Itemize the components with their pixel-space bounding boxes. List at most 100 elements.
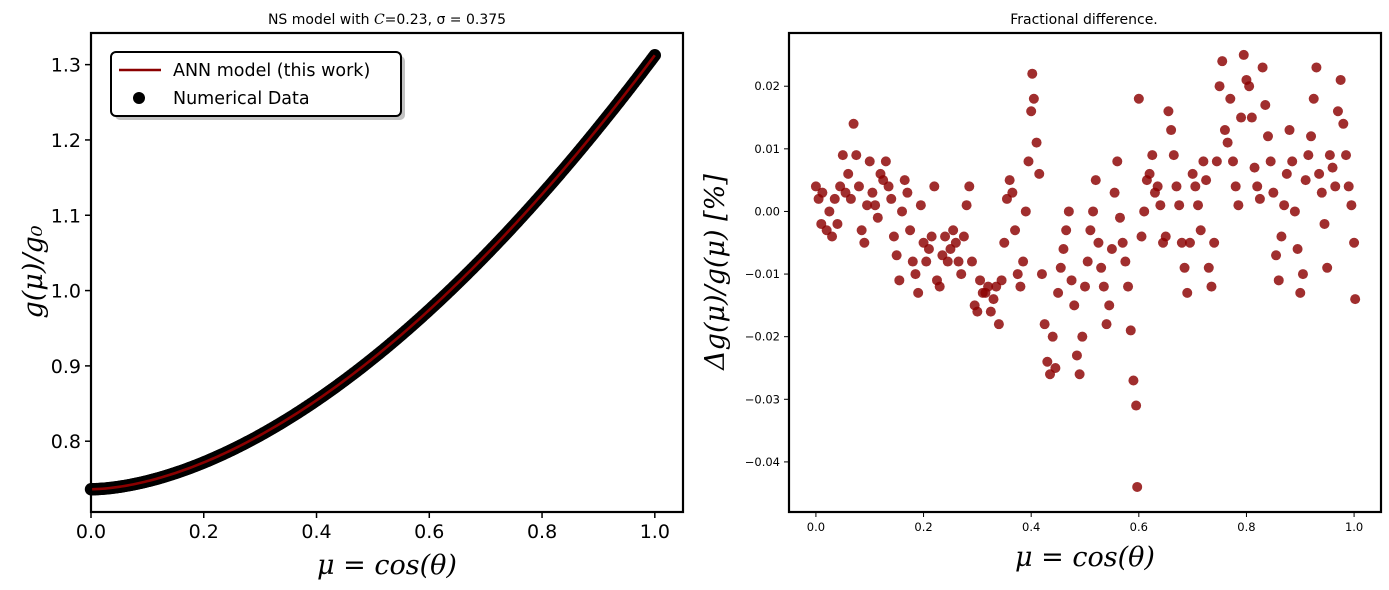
- fractional-difference-point: [1287, 156, 1298, 167]
- fractional-difference-point: [843, 168, 854, 179]
- fractional-difference-point: [1114, 212, 1125, 223]
- legend: ANN model (this work) Numerical Data: [110, 51, 405, 120]
- fractional-difference-point: [983, 281, 994, 292]
- fractional-difference-point: [1015, 281, 1026, 292]
- fractional-difference-point: [1166, 125, 1177, 136]
- fractional-difference-point: [1209, 237, 1220, 248]
- fractional-difference-point: [1152, 181, 1163, 192]
- fractional-difference-point: [1144, 168, 1155, 179]
- fractional-difference-point: [899, 175, 910, 186]
- fractional-difference-point: [1010, 225, 1021, 236]
- fractional-difference-point: [1214, 81, 1225, 92]
- fractional-difference-point: [1228, 156, 1238, 167]
- fractional-difference-point: [1168, 150, 1179, 161]
- left-x-label: μ = cos(θ): [317, 550, 457, 581]
- fractional-difference-point: [1249, 162, 1260, 173]
- fractional-difference-point: [1308, 93, 1319, 104]
- fractional-difference-point: [1343, 181, 1354, 192]
- fractional-difference-point: [1120, 256, 1131, 267]
- fractional-difference-point: [1244, 81, 1255, 92]
- fractional-difference-point: [950, 237, 961, 248]
- right-x-tick-label: 0.0: [807, 520, 825, 534]
- fractional-difference-point: [1338, 118, 1349, 129]
- right-x-label: μ = cos(θ): [1015, 542, 1155, 573]
- fractional-difference-point: [1112, 156, 1123, 167]
- left-plot-area: [84, 49, 662, 496]
- fractional-difference-point: [1039, 319, 1050, 330]
- right-y-label: Δg(μ)/g(μ) [%]: [700, 174, 731, 371]
- fractional-difference-point: [1128, 375, 1139, 386]
- right-y-tick-label: −0.03: [745, 392, 780, 406]
- right-y-tick-label: 0.00: [754, 204, 780, 218]
- left-y-tick-label: 1.0: [51, 281, 81, 303]
- fractional-difference-point: [1187, 168, 1198, 179]
- fractional-difference-point: [1074, 369, 1085, 380]
- fractional-difference-point: [988, 294, 999, 305]
- fractional-difference-point: [1063, 206, 1074, 217]
- fractional-difference-point: [1281, 168, 1292, 179]
- fractional-difference-point: [872, 212, 883, 223]
- right-title: Fractional difference.: [1010, 12, 1158, 28]
- left-x-tick-label: 0.8: [527, 521, 557, 543]
- fractional-difference-point: [862, 200, 873, 211]
- fractional-difference-point: [880, 156, 891, 167]
- fractional-difference-point: [829, 193, 840, 204]
- legend-label-ann-model: ANN model (this work): [173, 61, 370, 81]
- fractional-difference-point: [1020, 206, 1031, 217]
- fractional-difference-point: [1314, 168, 1325, 179]
- fractional-difference-point: [1236, 112, 1247, 123]
- fractional-difference-point: [1225, 93, 1236, 104]
- fractional-difference-point: [1139, 206, 1150, 217]
- fractional-difference-point: [993, 319, 1004, 330]
- fractional-difference-point: [1026, 106, 1037, 117]
- fractional-difference-point: [1034, 168, 1045, 179]
- fractional-difference-point: [948, 225, 959, 236]
- fractional-difference-point: [1222, 137, 1233, 148]
- fractional-difference-point: [894, 275, 905, 286]
- fractional-difference-point: [1082, 256, 1093, 267]
- left-x-tick-label: 0.2: [189, 521, 219, 543]
- fractional-difference-point: [886, 193, 897, 204]
- fractional-difference-point: [961, 200, 972, 211]
- fractional-difference-point: [1327, 162, 1338, 173]
- fractional-difference-point: [1028, 93, 1039, 104]
- fractional-difference-point: [1080, 281, 1090, 292]
- fractional-difference-point: [1268, 187, 1279, 198]
- fractional-difference-point: [1101, 319, 1112, 330]
- right-y-tick-label: 0.01: [754, 142, 780, 156]
- fractional-difference-point: [817, 187, 828, 198]
- legend-label-numerical-data: Numerical Data: [173, 89, 310, 109]
- fractional-difference-point: [926, 231, 937, 242]
- fractional-difference-point: [1132, 481, 1143, 492]
- right-x-tick-label: 0.8: [1237, 520, 1255, 534]
- fractional-difference-point: [1203, 262, 1214, 273]
- fractional-difference-point: [824, 206, 835, 217]
- fractional-difference-point: [1230, 181, 1241, 192]
- fractional-difference-point: [1341, 150, 1352, 161]
- fractional-difference-point: [1190, 181, 1201, 192]
- right-x-tick-label: 1.0: [1345, 520, 1363, 534]
- fractional-difference-point: [1265, 156, 1276, 167]
- fractional-difference-point: [1330, 181, 1341, 192]
- fractional-difference-point: [1297, 269, 1308, 280]
- left-y-tick-label: 0.8: [51, 431, 81, 453]
- fractional-difference-point: [1349, 237, 1360, 248]
- fractional-difference-point: [1324, 150, 1335, 161]
- fractional-difference-point: [1012, 269, 1023, 280]
- fractional-difference-point: [985, 306, 996, 317]
- fractional-difference-point: [1117, 237, 1128, 248]
- fractional-difference-point: [1346, 200, 1357, 211]
- fractional-difference-point: [1096, 262, 1107, 273]
- left-y-tick-label: 1.3: [51, 55, 81, 77]
- fractional-difference-point: [1031, 137, 1042, 148]
- fractional-difference-point: [953, 256, 964, 267]
- fractional-difference-point: [883, 181, 894, 192]
- fractional-difference-point: [1252, 181, 1263, 192]
- fractional-difference-point: [867, 187, 878, 198]
- left-x-tick-label: 1.0: [640, 521, 670, 543]
- fractional-difference-point: [1050, 362, 1061, 373]
- fractional-difference-point: [1284, 125, 1295, 136]
- fractional-difference-point: [923, 244, 934, 255]
- right-panel: Fractional difference. 0.0 0.2 0.4 0.6 0.8 1.…: [700, 12, 1383, 573]
